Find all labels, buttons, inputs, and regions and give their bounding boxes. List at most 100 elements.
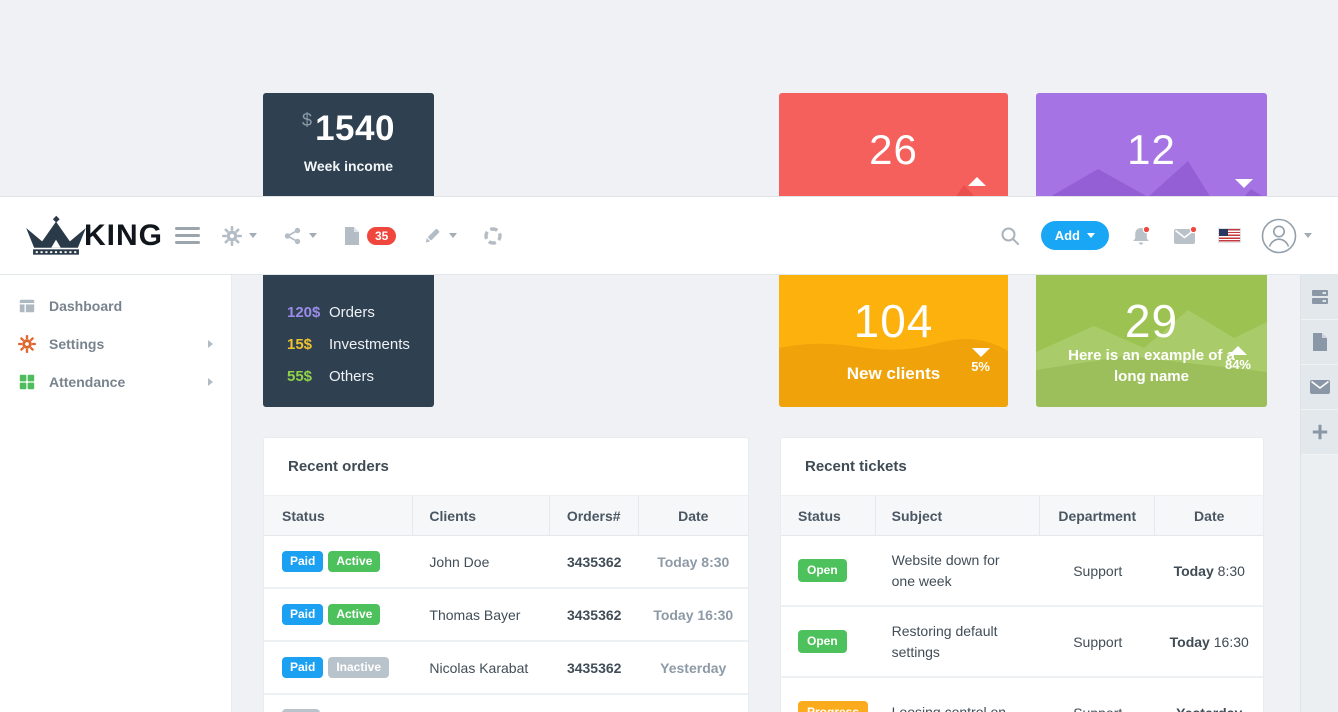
chevron-right-icon <box>208 378 213 386</box>
quick-button-add[interactable] <box>1301 410 1338 455</box>
add-button[interactable]: Add <box>1040 221 1109 250</box>
sidebar-item-label: Dashboard <box>49 298 123 314</box>
table-row: Progress Loosing control on Support Yest… <box>781 678 1263 712</box>
tile-label: Here is an example of a long name <box>1036 345 1267 387</box>
trend-down-icon <box>971 348 990 357</box>
ticket-department: Support <box>1040 705 1155 712</box>
tile-value: 26 <box>869 126 918 173</box>
tile-value: 29 <box>1124 295 1179 347</box>
ticket-subject: Website down for one week <box>891 551 1000 589</box>
order-date: Today 8:30 <box>657 553 730 570</box>
ticket-department: Support <box>1073 562 1123 579</box>
column-header-department: Department <box>1040 496 1156 535</box>
share-dropdown[interactable] <box>283 226 317 246</box>
status-badge: Paid <box>282 550 324 573</box>
top-navbar: KING <box>0 196 1338 275</box>
income-value: 1540 <box>315 109 395 148</box>
trend-up-icon <box>968 177 986 186</box>
breakdown-item: 120$ Orders <box>287 296 434 328</box>
stat-tile-yellow: 104 New clients 5% <box>779 252 1008 407</box>
notification-dot <box>1142 225 1151 233</box>
edit-dropdown[interactable] <box>422 226 458 246</box>
sidebar-item-dashboard[interactable]: Dashboard <box>0 287 231 325</box>
tile-value: 104 <box>853 295 934 347</box>
tile-label-line1: Here is an example of a <box>1068 347 1235 364</box>
order-number: 3435362 <box>566 606 622 623</box>
client-name: John Doe <box>429 553 490 570</box>
status-badge: Open <box>798 558 847 583</box>
search-icon <box>1001 227 1019 245</box>
stat-tile-green: 29 Here is an example of a long name 84% <box>1036 252 1267 407</box>
quick-button-mail[interactable] <box>1301 365 1338 410</box>
status-badge: Paid <box>282 656 324 679</box>
client-name: Thomas Bayer <box>429 606 521 623</box>
status-badge: Active <box>328 603 381 626</box>
column-header-date: Date <box>678 507 709 524</box>
table-row: Paid Active John Doe 3435362 Today 8:30 <box>264 536 748 589</box>
table-row: Paid Active Thomas Bayer 3435362 Today 16… <box>264 589 748 642</box>
ticket-department: Support <box>1073 633 1123 650</box>
sidebar-item-settings[interactable]: Settings <box>0 325 231 363</box>
table-row: Open Website down for one week Support T… <box>781 536 1263 607</box>
recent-tickets-panel: Recent tickets Status Subject Department… <box>780 437 1264 712</box>
income-label: Week income <box>303 158 394 174</box>
lifering-icon <box>484 226 503 245</box>
status-badge: Inactive <box>328 656 390 679</box>
hamburger-menu-icon[interactable] <box>175 227 200 244</box>
quick-button-file[interactable] <box>1301 320 1338 365</box>
ticket-date-time: 8:30 <box>1213 562 1245 579</box>
documents-button[interactable]: 35 <box>343 226 397 246</box>
search-button[interactable] <box>1000 226 1020 246</box>
pencil-icon <box>426 228 440 243</box>
brand-logo[interactable]: KING <box>24 215 163 257</box>
ticket-date-day: Today <box>1173 562 1214 579</box>
messages-button[interactable] <box>1173 225 1198 246</box>
gear-icon <box>222 225 242 246</box>
breakdown-amount: 120$ <box>287 303 321 321</box>
order-date: Yesterday <box>660 659 727 676</box>
income-value-row: $1540 <box>263 109 434 149</box>
income-breakdown-card: 120$ Orders 15$ Investments 55$ Others <box>263 252 434 407</box>
language-flag-button[interactable] <box>1219 229 1240 242</box>
us-flag-icon <box>1219 229 1228 236</box>
chevron-right-icon <box>208 340 213 348</box>
column-header-orders: Orders# <box>550 496 639 535</box>
column-header-date: Date <box>1194 507 1225 524</box>
notifications-button[interactable] <box>1130 225 1152 247</box>
ticket-subject: Loosing control on <box>891 704 1007 712</box>
server-icon <box>1312 290 1328 304</box>
column-header-subject: Subject <box>876 496 1041 535</box>
sidebar-item-label: Attendance <box>49 374 126 390</box>
avatar-icon <box>1261 218 1297 253</box>
breakdown-label: Orders <box>329 303 375 321</box>
status-badge: Open <box>798 629 847 654</box>
panel-title: Recent tickets <box>781 438 1263 496</box>
crown-icon <box>26 215 86 255</box>
mountain-chart-decoration <box>1036 310 1267 407</box>
sidebar-item-attendance[interactable]: Attendance <box>0 363 231 401</box>
panel-title: Recent orders <box>264 438 748 496</box>
caret-down-icon <box>309 233 317 238</box>
settings-dropdown[interactable] <box>222 225 257 246</box>
column-header-status: Status <box>781 496 876 535</box>
order-number: 3435362 <box>566 659 622 676</box>
user-menu[interactable] <box>1261 218 1312 254</box>
breakdown-amount: 55$ <box>287 367 313 385</box>
support-button[interactable] <box>483 226 503 246</box>
share-icon <box>284 227 301 244</box>
breakdown-label: Investments <box>329 335 410 353</box>
caret-down-icon <box>1087 233 1095 238</box>
orders-table-header: Status Clients Orders# Date <box>264 496 748 536</box>
envelope-icon <box>1174 225 1198 244</box>
brand-text: KING <box>84 218 163 252</box>
ticket-date-day: Today <box>1169 633 1210 650</box>
file-icon <box>1313 333 1327 351</box>
quick-button-layers[interactable] <box>1301 275 1338 320</box>
gear-icon <box>18 335 36 353</box>
docs-count-badge: 35 <box>367 226 397 245</box>
table-row: Open Restoring default settings Support … <box>781 607 1263 678</box>
breakdown-amount: 15$ <box>287 335 313 353</box>
status-badge: Active <box>328 550 381 573</box>
bell-icon <box>1133 225 1151 245</box>
status-badge <box>282 708 320 712</box>
